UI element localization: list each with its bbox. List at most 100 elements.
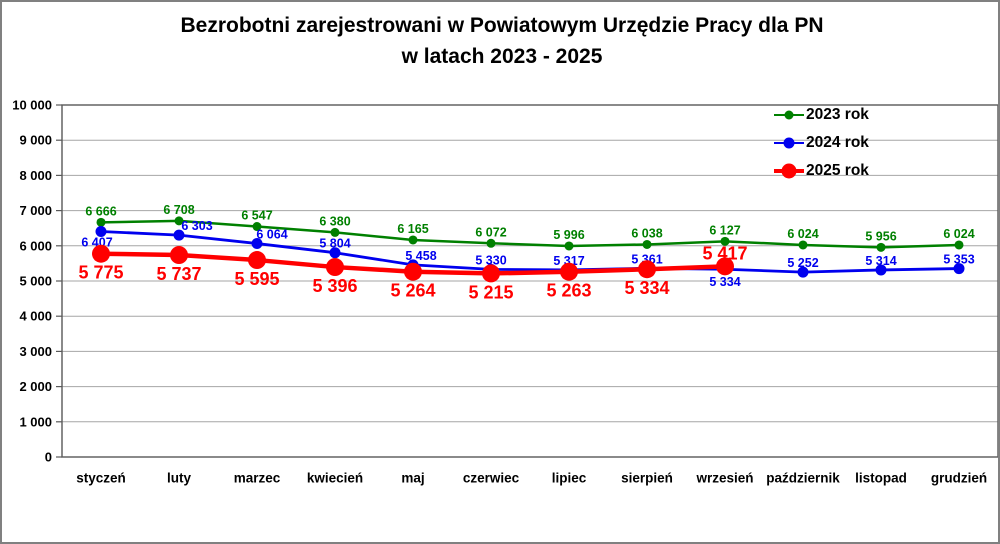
data-point [92,244,110,263]
data-label: 6 024 [943,227,974,241]
x-axis-label: maj [401,471,424,486]
data-point [170,246,188,265]
data-point [251,238,263,250]
chart-legend: 2023 rok 2024 rok 2025 rok [774,101,869,185]
y-axis-label: 6 000 [19,238,52,253]
x-axis-label: sierpień [621,471,673,486]
data-point [252,222,262,232]
data-label: 5 996 [553,228,584,242]
data-label: 5 353 [943,253,974,267]
chart-title-line2: w latach 2023 - 2025 [401,45,603,68]
data-point [408,235,418,245]
x-axis-label: październik [766,471,840,486]
data-label: 5 264 [390,281,435,301]
x-axis-label: styczeń [76,471,126,486]
data-point [486,238,496,248]
data-label: 6 024 [787,227,818,241]
data-point [330,227,340,237]
data-point [560,262,578,281]
data-point [482,264,500,283]
series-line-2023-rok [99,219,961,249]
data-point [953,263,965,275]
legend-line-swatch [774,163,804,179]
data-point [174,216,184,226]
legend-label: 2023 rok [806,106,869,123]
data-label: 5 396 [312,276,357,296]
data-label: 5 737 [156,264,201,284]
x-axis-label: lipiec [552,471,587,486]
data-point [329,247,341,259]
data-point [798,240,808,250]
x-axis-label: wrzesień [695,471,753,486]
x-axis-label: marzec [234,471,281,486]
data-label: 5 334 [709,275,740,289]
data-point [638,260,656,279]
legend-item-2024: 2024 rok [774,129,869,157]
data-label: 6 380 [319,214,350,228]
data-point [96,217,106,227]
data-label: 5 361 [631,252,662,266]
legend-marker-icon [781,163,797,179]
data-label: 5 317 [553,254,584,268]
y-axis-label: 2 000 [19,379,52,394]
data-point [95,225,107,237]
data-point [404,262,422,281]
legend-item-2023: 2023 rok [774,101,869,129]
legend-item-2025: 2025 rok [774,157,869,185]
legend-label: 2024 rok [806,134,869,151]
data-label: 6 547 [241,209,272,223]
data-point [797,266,809,278]
data-label: 5 775 [78,263,123,283]
data-label: 6 072 [475,225,506,239]
legend-label: 2025 rok [806,162,869,179]
data-point [564,241,574,251]
data-point [173,229,185,241]
legend-line-swatch [774,110,804,120]
data-label: 6 165 [397,222,428,236]
data-label: 5 956 [865,229,896,243]
data-point [326,258,344,277]
x-axis-label: luty [167,471,191,486]
data-label: 5 314 [865,254,896,268]
data-label: 5 263 [546,281,591,301]
data-point [954,240,964,250]
data-point [720,236,730,246]
x-axis-label: kwiecień [307,471,363,486]
y-axis-label: 8 000 [19,168,52,183]
data-label: 6 127 [709,223,740,237]
data-label: 5 252 [787,256,818,270]
data-point [875,264,887,276]
y-axis-label: 0 [45,450,52,465]
data-point [716,257,734,276]
data-label: 5 330 [475,253,506,267]
x-axis-label: grudzień [931,471,987,486]
data-point [248,251,266,270]
data-label: 5 595 [234,269,279,289]
y-axis-label: 3 000 [19,344,52,359]
data-label: 5 215 [468,282,513,302]
legend-marker-icon [783,137,795,149]
y-axis-label: 9 000 [19,133,52,148]
data-label: 5 417 [702,243,747,263]
legend-line-swatch [774,137,804,149]
data-label: 5 458 [405,249,436,263]
data-label: 5 804 [319,237,350,251]
data-label: 6 038 [631,226,662,240]
x-axis-label: listopad [855,471,907,486]
y-axis-label: 1 000 [19,414,52,429]
series-line-2024-rok [99,230,961,274]
plot-border [61,104,998,458]
y-axis-label: 4 000 [19,309,52,324]
y-axis-label: 5 000 [19,274,52,289]
data-label: 6 666 [85,204,116,218]
y-axis-label: 7 000 [19,203,52,218]
data-point [876,242,886,252]
data-label: 6 064 [256,228,287,242]
data-label: 6 303 [181,219,212,233]
data-label: 5 334 [624,278,669,298]
legend-marker-icon [784,110,794,120]
data-point [642,239,652,249]
y-axis-label: 10 000 [12,98,52,113]
